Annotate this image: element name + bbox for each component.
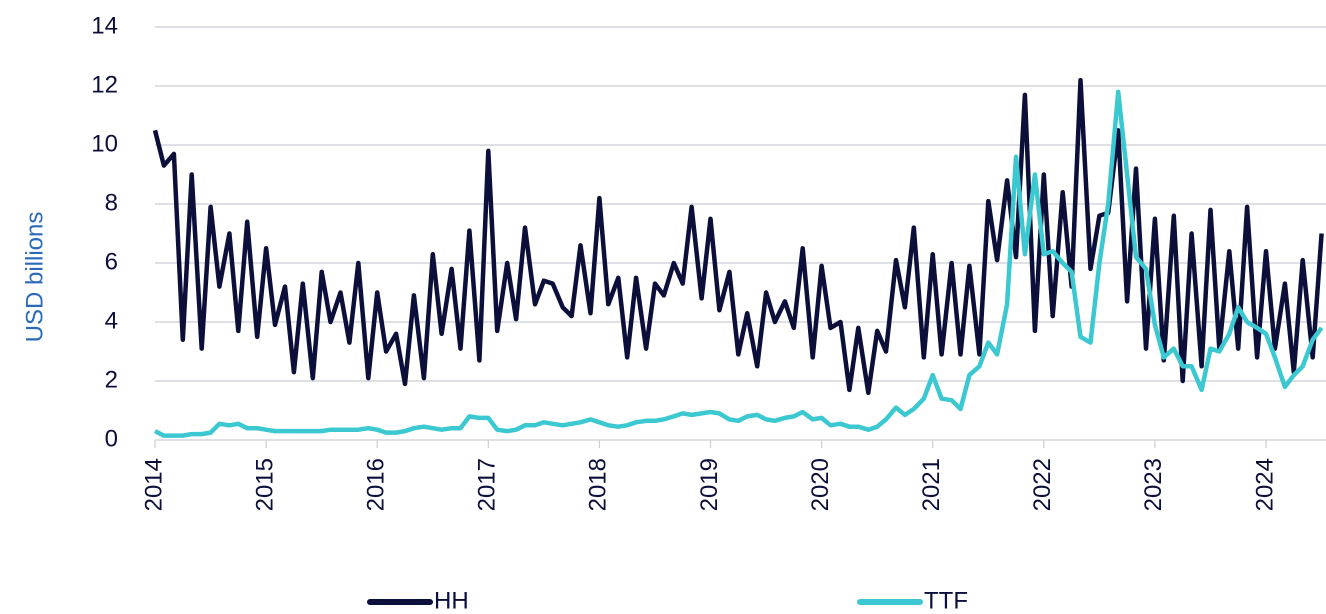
y-tick-label: 4: [105, 307, 118, 334]
x-tick-label: 2019: [696, 458, 723, 511]
line-series: [152, 77, 1324, 396]
x-tick-label: 2024: [1251, 458, 1278, 511]
y-tick-label: 2: [105, 366, 118, 393]
y-axis-label: USD billions: [21, 212, 48, 343]
x-tick-label: 2018: [585, 458, 612, 511]
y-tick-label: 8: [105, 189, 118, 216]
line-series: [153, 89, 1324, 438]
x-tick-label: 2016: [363, 458, 390, 511]
y-tick-label: 6: [105, 248, 118, 275]
x-tick-label: 2020: [807, 458, 834, 511]
y-tick-label: 0: [105, 425, 118, 452]
x-tick-label: 2014: [140, 458, 167, 511]
y-tick-label: 12: [91, 71, 118, 98]
legend-label: TTF: [924, 587, 968, 614]
x-tick-label: 2015: [251, 458, 278, 511]
y-tick-label: 14: [91, 12, 118, 39]
legend-label: HH: [434, 587, 469, 614]
y-tick-label: 10: [91, 130, 118, 157]
x-tick-label: 2017: [474, 458, 501, 511]
x-tick-label: 2021: [918, 458, 945, 511]
x-tick-label: 2022: [1029, 458, 1056, 511]
x-tick-label: 2023: [1140, 458, 1167, 511]
